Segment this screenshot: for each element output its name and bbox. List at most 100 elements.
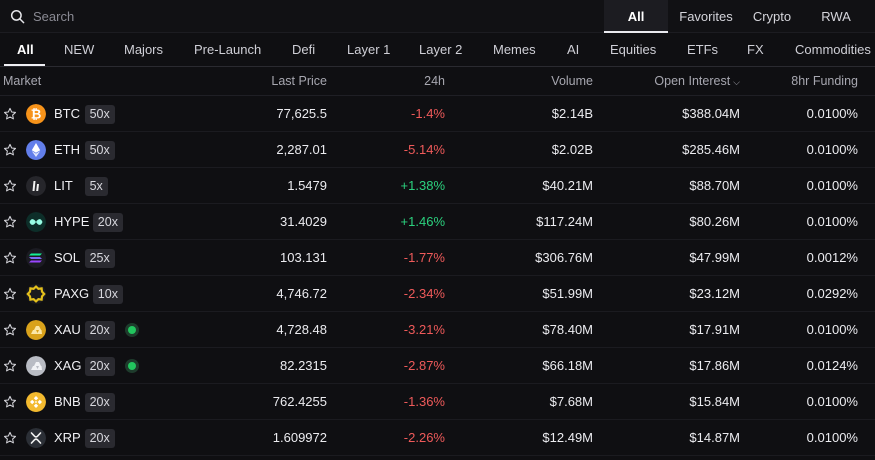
market-row-xrp[interactable]: XRP 20x 1.609972 -2.26% $12.49M $14.87M 0.0100… [0, 420, 875, 456]
category-tab-etfs[interactable]: ETFs [687, 42, 719, 57]
last-price: 1.609972 [272, 430, 327, 445]
last-price: 31.4029 [280, 214, 327, 229]
leverage-badge: 20x [92, 213, 123, 232]
favorite-star-icon[interactable] [3, 143, 17, 157]
column-header-volume[interactable]: Volume [551, 74, 593, 88]
btc-icon: ₿ [26, 104, 46, 124]
top-bar: All Favorites Crypto RWA [0, 0, 875, 33]
column-header-open-interest-label: Open Interest [654, 74, 731, 88]
last-price: 1.5479 [287, 178, 327, 193]
funding-rate: 0.0292% [806, 286, 858, 301]
change-24h: -2.26% [403, 430, 445, 445]
market-row-paxg[interactable]: PAXG 10x 4,746.72 -2.34% $51.99M $23.12M 0.029… [0, 276, 875, 312]
category-tab-ai[interactable]: AI [567, 42, 580, 57]
lit-icon [26, 176, 46, 196]
xag-icon [26, 356, 46, 376]
filter-tab-favorites[interactable]: Favorites [679, 9, 733, 24]
category-tab-memes[interactable]: Memes [493, 42, 536, 57]
column-header-24h[interactable]: 24h [424, 74, 445, 88]
table-header: Market Last Price 24h Volume Open Intere… [0, 67, 875, 96]
leverage-badge: 50x [84, 105, 115, 124]
column-header-last-price[interactable]: Last Price [271, 74, 327, 88]
open-interest: $88.70M [689, 178, 740, 193]
market-row-bnb[interactable]: BNB 20x 762.4255 -1.36% $7.68M $15.84M 0.0100% [0, 384, 875, 420]
category-tab-equities[interactable]: Equities [610, 42, 657, 57]
funding-rate: 0.0100% [806, 214, 858, 229]
favorite-star-icon[interactable] [3, 251, 17, 265]
volume: $40.21M [542, 178, 593, 193]
last-price: 4,746.72 [276, 286, 327, 301]
market-row-lit[interactable]: LIT 5x 1.5479 +1.38% $40.21M $88.70M 0.0100% [0, 168, 875, 204]
last-price: 762.4255 [272, 394, 327, 409]
volume: $2.14B [551, 106, 593, 121]
category-tab-layer-2[interactable]: Layer 2 [419, 42, 463, 57]
paxg-icon [26, 284, 46, 304]
sol-icon [26, 248, 46, 268]
column-header-market[interactable]: Market [3, 74, 42, 88]
favorite-star-icon[interactable] [3, 287, 17, 301]
change-24h: -1.77% [403, 250, 445, 265]
favorite-star-icon[interactable] [3, 431, 17, 445]
market-symbol: LIT [54, 178, 73, 193]
market-row-eth[interactable]: ETH 50x 2,287.01 -5.14% $2.02B $285.46M 0.0100… [0, 132, 875, 168]
favorite-star-icon[interactable] [3, 359, 17, 373]
filter-tab-all[interactable]: All [604, 0, 668, 33]
change-24h: -5.14% [403, 142, 445, 157]
category-tab-defi[interactable]: Defi [292, 42, 316, 57]
active-tab-indicator [4, 64, 45, 66]
last-price: 4,728.48 [276, 322, 327, 337]
favorite-star-icon[interactable] [3, 179, 17, 193]
category-tab-pre-launch[interactable]: Pre-Launch [194, 42, 262, 57]
search-bar[interactable] [0, 0, 600, 33]
volume: $306.76M [535, 250, 593, 265]
filter-tab-rwa[interactable]: RWA [821, 9, 851, 24]
market-symbol: XAU [54, 322, 81, 337]
market-row-xag[interactable]: XAG 20x 82.2315 -2.87% $66.18M $17.86M 0.0124% [0, 348, 875, 384]
search-icon [10, 9, 25, 24]
funding-rate: 0.0100% [806, 178, 858, 193]
volume: $7.68M [549, 394, 593, 409]
last-price: 103.131 [280, 250, 327, 265]
leverage-badge: 50x [84, 141, 115, 160]
open-interest: $388.04M [682, 106, 740, 121]
search-input[interactable] [33, 6, 433, 27]
open-interest: $23.12M [689, 286, 740, 301]
last-price: 82.2315 [280, 358, 327, 373]
category-tab-fx[interactable]: FX [747, 42, 764, 57]
market-row-hype[interactable]: HYPE 20x 31.4029 +1.46% $117.24M $80.26M 0.010… [0, 204, 875, 240]
change-24h: -2.87% [403, 358, 445, 373]
bnb-icon [26, 392, 46, 412]
open-interest: $14.87M [689, 430, 740, 445]
leverage-badge: 20x [84, 393, 115, 412]
category-tab-all[interactable]: All [17, 42, 34, 57]
category-tab-layer-1[interactable]: Layer 1 [347, 42, 391, 57]
leverage-badge: 5x [84, 177, 108, 196]
volume: $117.24M [536, 214, 593, 229]
chevron-down-icon: ⌵ [733, 77, 740, 87]
favorite-star-icon[interactable] [3, 215, 17, 229]
filter-tab-crypto[interactable]: Crypto [752, 9, 792, 24]
open-interest: $80.26M [689, 214, 740, 229]
market-symbol: BNB [54, 394, 81, 409]
column-header-open-interest[interactable]: Open Interest ⌵ [600, 67, 740, 96]
market-row-xau[interactable]: XAU 20x 4,728.48 -3.21% $78.40M $17.91M 0.0100… [0, 312, 875, 348]
category-tabs: All NEW Majors Pre-Launch Defi Layer 1 L… [0, 33, 875, 67]
favorite-star-icon[interactable] [3, 323, 17, 337]
category-tab-commodities[interactable]: Commodities [795, 42, 871, 57]
favorite-star-icon[interactable] [3, 395, 17, 409]
market-symbol: ETH [54, 142, 80, 157]
filter-tabs: All Favorites Crypto RWA [604, 0, 872, 33]
favorite-star-icon[interactable] [3, 107, 17, 121]
funding-rate: 0.0012% [806, 250, 858, 265]
market-open-indicator [125, 359, 140, 373]
open-interest: $285.46M [682, 142, 740, 157]
funding-rate: 0.0100% [806, 106, 858, 121]
market-row-sol[interactable]: SOL 25x 103.131 -1.77% $306.76M $47.99M 0.0012… [0, 240, 875, 276]
leverage-badge: 25x [84, 249, 115, 268]
market-row-btc[interactable]: ₿ BTC 50x 77,625.5 -1.4% $2.14B $388.04M 0.0100… [0, 96, 875, 132]
funding-rate: 0.0124% [806, 358, 858, 373]
column-header-funding[interactable]: 8hr Funding [791, 74, 858, 88]
category-tab-new[interactable]: NEW [64, 42, 95, 57]
open-interest: $47.99M [689, 250, 740, 265]
category-tab-majors[interactable]: Majors [124, 42, 164, 57]
